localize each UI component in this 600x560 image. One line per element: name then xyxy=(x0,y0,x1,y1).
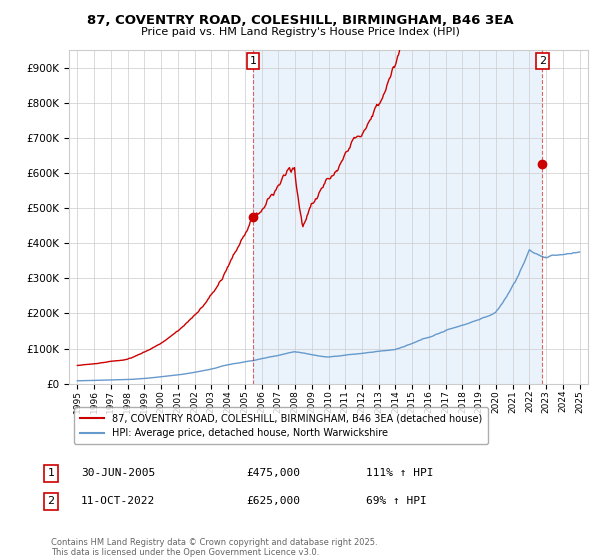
Text: £475,000: £475,000 xyxy=(246,468,300,478)
Text: 2: 2 xyxy=(539,56,546,66)
Legend: 87, COVENTRY ROAD, COLESHILL, BIRMINGHAM, B46 3EA (detached house), HPI: Average: 87, COVENTRY ROAD, COLESHILL, BIRMINGHAM… xyxy=(74,407,488,444)
Text: £625,000: £625,000 xyxy=(246,496,300,506)
Text: 2: 2 xyxy=(47,496,55,506)
Text: 69% ↑ HPI: 69% ↑ HPI xyxy=(366,496,427,506)
Text: Contains HM Land Registry data © Crown copyright and database right 2025.
This d: Contains HM Land Registry data © Crown c… xyxy=(51,538,377,557)
Text: 87, COVENTRY ROAD, COLESHILL, BIRMINGHAM, B46 3EA: 87, COVENTRY ROAD, COLESHILL, BIRMINGHAM… xyxy=(86,14,514,27)
Text: 1: 1 xyxy=(47,468,55,478)
Text: 111% ↑ HPI: 111% ↑ HPI xyxy=(366,468,433,478)
Text: 1: 1 xyxy=(250,56,257,66)
Bar xyxy=(253,50,542,384)
Text: Price paid vs. HM Land Registry's House Price Index (HPI): Price paid vs. HM Land Registry's House … xyxy=(140,27,460,37)
Text: 11-OCT-2022: 11-OCT-2022 xyxy=(81,496,155,506)
Text: 30-JUN-2005: 30-JUN-2005 xyxy=(81,468,155,478)
